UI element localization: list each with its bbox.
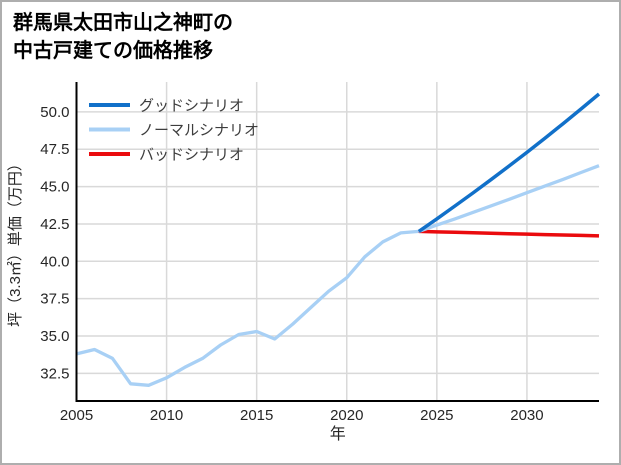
legend-label-0: グッドシナリオ: [139, 98, 244, 115]
y-tick-label: 47.5: [40, 141, 69, 158]
legend-label-1: ノーマルシナリオ: [139, 122, 259, 139]
series-line-1: [418, 164, 600, 233]
series-line-2: [418, 229, 600, 238]
x-tick-label: 2025: [420, 407, 453, 424]
x-tick-label: 2020: [330, 407, 363, 424]
x-tick-label: 2015: [240, 407, 273, 424]
y-tick-label: 37.5: [40, 291, 69, 308]
y-tick-label: 42.5: [40, 216, 69, 233]
y-tick-label: 35.0: [40, 328, 69, 345]
x-tick-label: 2030: [510, 407, 543, 424]
series-line-0: [417, 92, 601, 233]
x-tick-label: 2005: [60, 407, 93, 424]
series-line-3: [76, 229, 419, 387]
chart-title-line1: 群馬県太田市山之神町の: [13, 12, 233, 34]
y-tick-label: 50.0: [40, 104, 69, 121]
chart-title: 群馬県太田市山之神町の 中古戸建ての価格推移: [13, 9, 233, 65]
chart-title-line2: 中古戸建ての価格推移: [13, 40, 213, 62]
x-tick-label: 2010: [150, 407, 183, 424]
y-tick-label: 45.0: [40, 179, 69, 196]
y-tick-label: 32.5: [40, 365, 69, 382]
legend-label-2: バッドシナリオ: [139, 147, 244, 164]
x-axis-label: 年: [330, 425, 346, 443]
y-axis-label: 坪（3.3㎡）単価（万円）: [7, 156, 24, 327]
y-tick-label: 40.0: [40, 253, 69, 270]
